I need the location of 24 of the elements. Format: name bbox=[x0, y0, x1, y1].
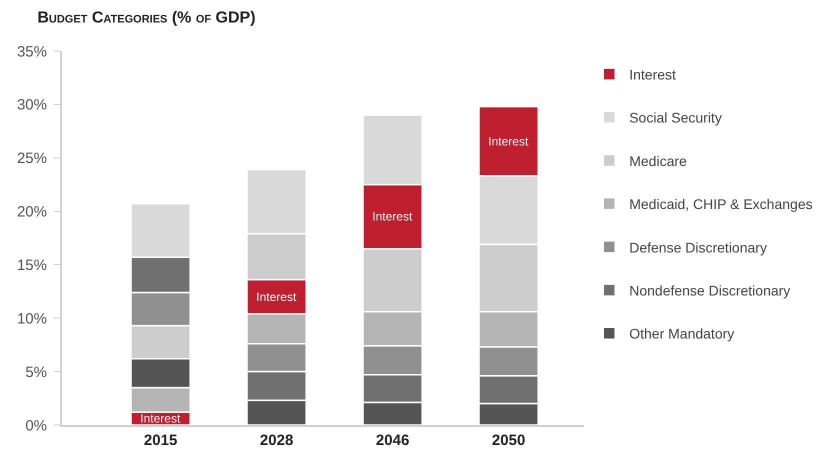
legend-label: Defense Discretionary bbox=[629, 239, 767, 256]
data-label: Interest bbox=[488, 134, 529, 148]
y-tick-label: 35% bbox=[16, 43, 47, 60]
legend-label: Other Mandatory bbox=[629, 326, 734, 342]
x-tick-label: 2046 bbox=[376, 432, 410, 449]
legend-label: Interest bbox=[629, 66, 676, 83]
data-label: Interest bbox=[256, 290, 297, 304]
y-tick-label: 5% bbox=[25, 364, 47, 381]
legend-label: Medicare bbox=[629, 152, 688, 169]
data-label: Interest bbox=[140, 412, 181, 426]
y-tick-label: 20% bbox=[16, 204, 47, 221]
y-tick-label: 30% bbox=[16, 96, 47, 114]
y-tick-label: 25% bbox=[16, 150, 47, 168]
legend-label: Medicaid, CHIP & Exchanges bbox=[629, 196, 813, 212]
legend-label: Nondefense Discretionary bbox=[629, 282, 790, 299]
x-tick-label: 2028 bbox=[260, 432, 294, 449]
data-label: Interest bbox=[372, 210, 413, 224]
x-tick-label: 2015 bbox=[144, 432, 178, 449]
chart-title: Budget Categories (% of GDP) bbox=[37, 10, 256, 27]
y-tick-label: 10% bbox=[16, 310, 47, 328]
y-tick-label: 0% bbox=[25, 417, 47, 434]
legend-label: Social Security bbox=[629, 110, 722, 126]
x-tick-label: 2050 bbox=[492, 432, 526, 449]
y-tick-label: 15% bbox=[16, 256, 47, 274]
